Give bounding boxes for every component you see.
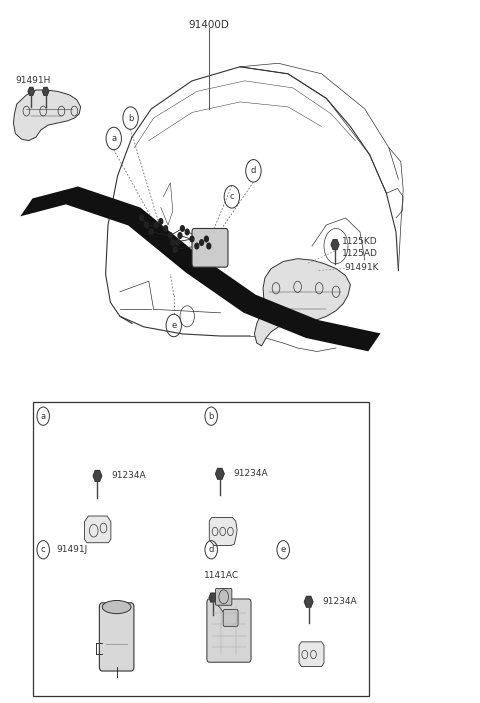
FancyBboxPatch shape (192, 228, 228, 267)
Circle shape (168, 233, 172, 238)
FancyBboxPatch shape (99, 602, 134, 671)
Circle shape (164, 226, 168, 231)
Circle shape (140, 215, 144, 221)
Polygon shape (299, 642, 324, 666)
Text: e: e (171, 321, 176, 330)
FancyBboxPatch shape (207, 599, 251, 662)
Circle shape (176, 240, 180, 245)
Circle shape (207, 243, 211, 249)
Polygon shape (209, 593, 216, 602)
Text: a: a (41, 412, 46, 420)
Circle shape (190, 236, 194, 242)
Text: e: e (281, 546, 286, 554)
Circle shape (195, 243, 199, 249)
Text: c: c (229, 193, 234, 201)
Text: d: d (251, 167, 256, 175)
Bar (33, 402, 369, 696)
Text: 91234A: 91234A (233, 470, 268, 478)
Circle shape (173, 247, 177, 252)
Text: 1125KD: 1125KD (342, 238, 377, 246)
Text: 91491H: 91491H (15, 77, 51, 85)
Circle shape (149, 229, 153, 235)
Text: 91234A: 91234A (111, 472, 145, 480)
Polygon shape (304, 596, 313, 607)
Polygon shape (209, 517, 237, 546)
Text: 91491J: 91491J (57, 546, 88, 554)
Text: 1141AC: 1141AC (204, 571, 239, 580)
Circle shape (200, 240, 204, 245)
FancyBboxPatch shape (216, 588, 232, 605)
Circle shape (171, 240, 175, 245)
Polygon shape (93, 470, 102, 482)
Polygon shape (13, 90, 81, 141)
Circle shape (180, 226, 184, 231)
Text: b: b (208, 412, 214, 420)
Circle shape (159, 219, 163, 224)
Circle shape (144, 222, 148, 228)
Polygon shape (43, 87, 48, 96)
Text: 91234A: 91234A (322, 598, 357, 606)
Text: 1125AD: 1125AD (342, 249, 378, 257)
Polygon shape (331, 240, 339, 250)
Ellipse shape (102, 600, 131, 614)
PathPatch shape (20, 186, 381, 352)
Circle shape (185, 229, 189, 235)
Polygon shape (84, 516, 111, 543)
Circle shape (178, 233, 182, 238)
Polygon shape (28, 87, 34, 96)
FancyBboxPatch shape (223, 610, 238, 626)
Text: 91491K: 91491K (345, 263, 379, 271)
Text: c: c (41, 546, 46, 554)
Text: d: d (208, 546, 214, 554)
Circle shape (154, 222, 158, 228)
Polygon shape (216, 468, 224, 479)
Text: 91400D: 91400D (188, 20, 229, 30)
Circle shape (204, 236, 208, 242)
Text: a: a (111, 134, 116, 143)
Text: b: b (128, 114, 133, 122)
Polygon shape (254, 259, 350, 346)
